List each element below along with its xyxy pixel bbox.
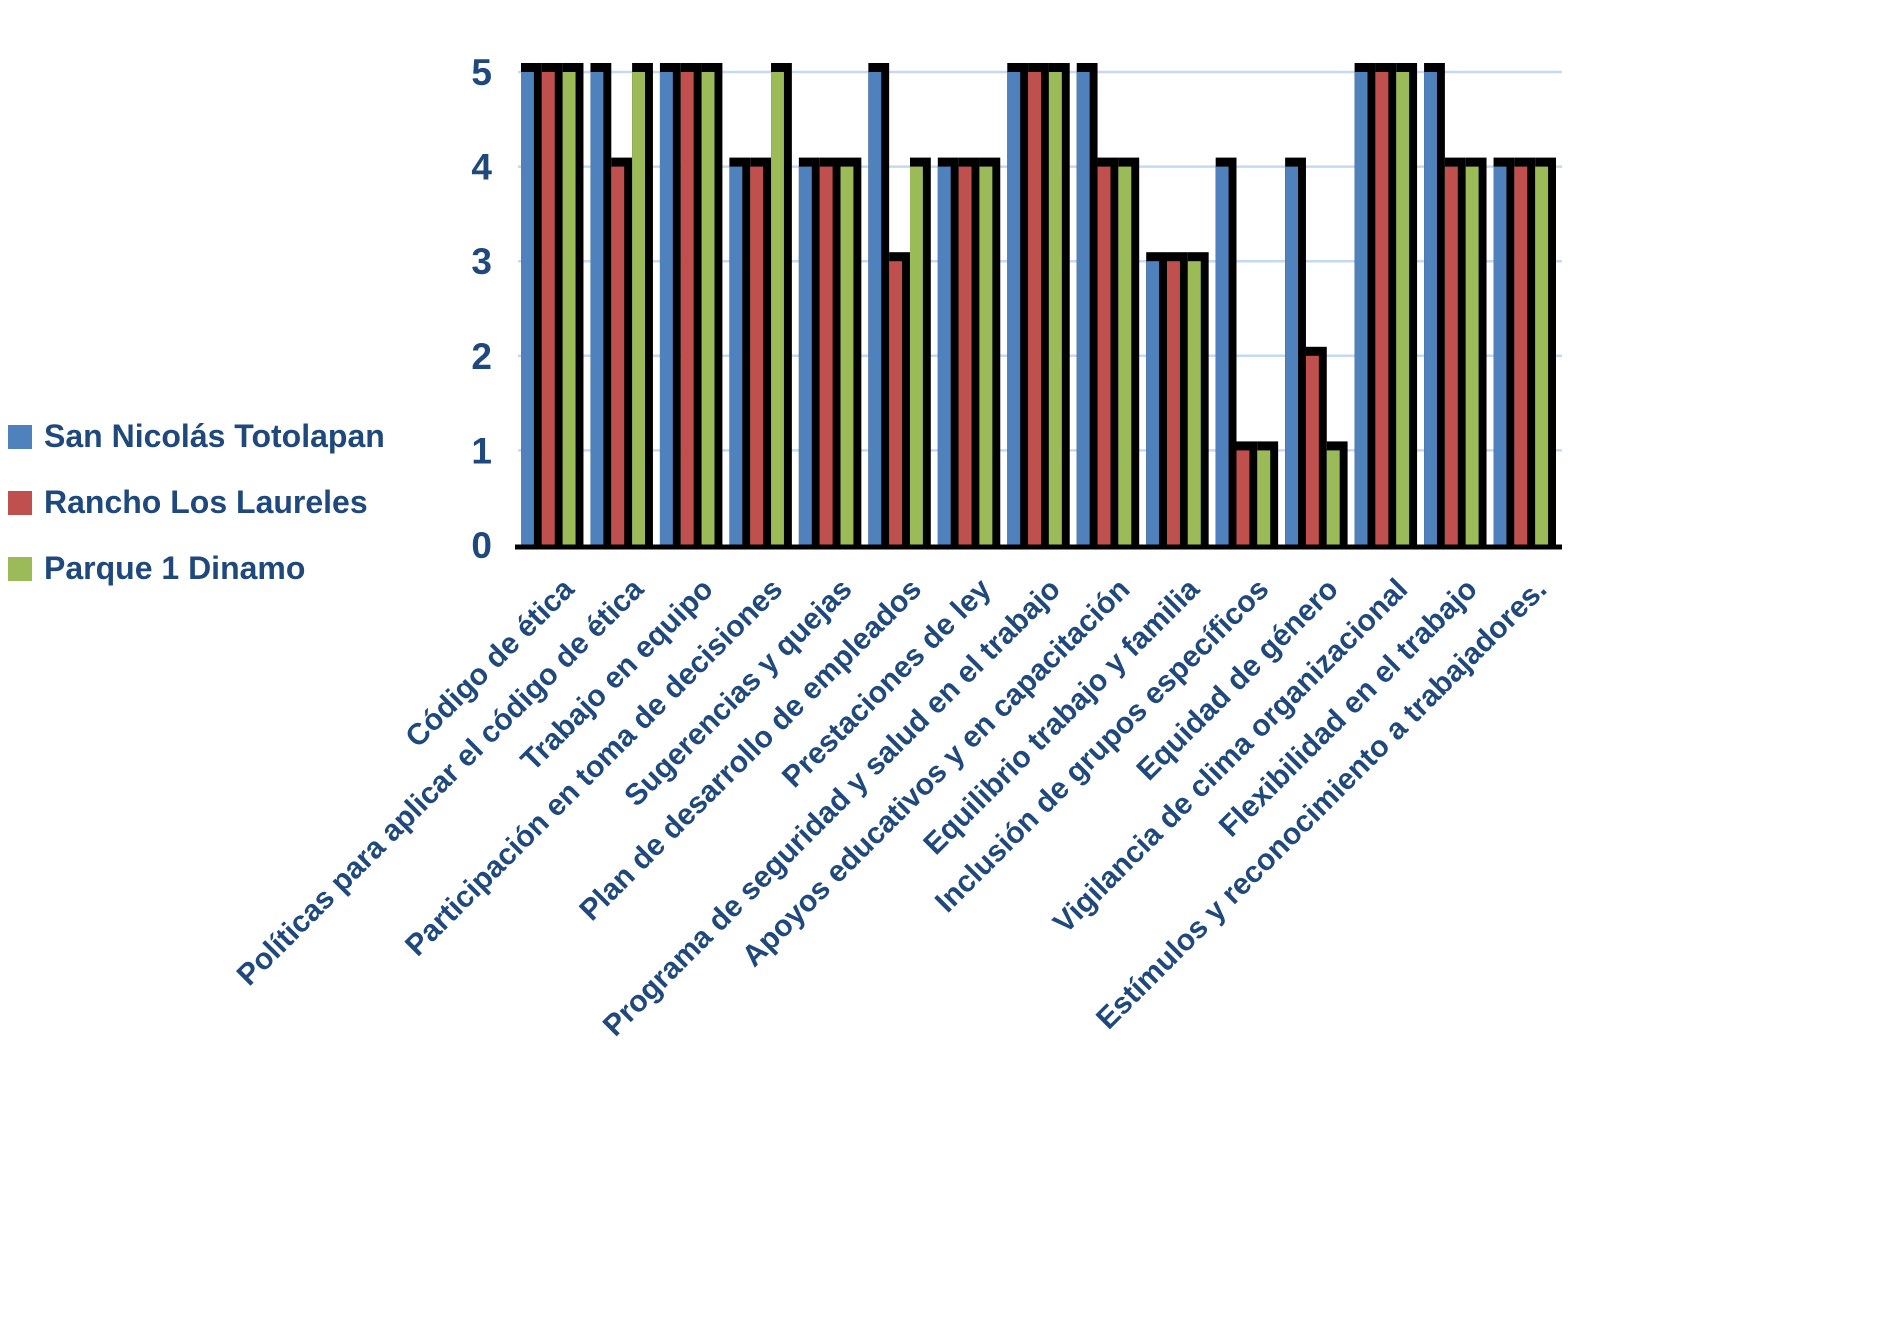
bar (840, 166, 854, 545)
y-tick-label: 0 (471, 525, 492, 566)
bar (1097, 166, 1111, 545)
bar (1396, 72, 1410, 545)
bar (909, 166, 923, 545)
bar (1257, 450, 1271, 545)
bar (701, 72, 715, 545)
bar (611, 166, 625, 545)
bar (1424, 72, 1437, 545)
legend-swatch (8, 491, 32, 515)
bar (562, 72, 576, 545)
bar (798, 166, 812, 545)
bar (680, 72, 694, 545)
bar (659, 72, 673, 545)
bar (819, 166, 833, 545)
y-tick-label: 2 (471, 336, 492, 377)
bar (1118, 166, 1132, 545)
bar (1493, 166, 1507, 545)
bar (889, 261, 903, 545)
bar (1285, 166, 1299, 545)
bar (1375, 72, 1389, 545)
bar (979, 166, 993, 545)
bar (1535, 166, 1549, 545)
legend-label: Parque 1 Dinamo (44, 550, 305, 586)
bar (1167, 261, 1180, 545)
bar (1048, 72, 1062, 545)
bar (1215, 166, 1229, 545)
y-tick-label: 5 (471, 52, 492, 93)
y-tick-label: 4 (471, 147, 492, 188)
bar (958, 166, 972, 545)
bar (729, 166, 743, 545)
bar (1444, 166, 1458, 545)
bar (632, 72, 646, 545)
legend-swatch (8, 557, 32, 581)
bar (771, 72, 784, 545)
bar (1326, 450, 1340, 545)
bar (1028, 72, 1041, 545)
bar (1007, 72, 1021, 545)
bar (1514, 166, 1528, 545)
bar (1465, 166, 1479, 545)
bar (937, 166, 951, 545)
y-tick-label: 1 (471, 430, 492, 471)
bar (1236, 450, 1250, 545)
legend-swatch (8, 425, 32, 449)
y-tick-label: 3 (471, 241, 492, 282)
bar (750, 166, 764, 545)
bar (521, 72, 534, 545)
bar (1076, 72, 1090, 545)
bar (541, 72, 555, 545)
bar (1305, 355, 1319, 545)
bar (868, 72, 882, 545)
legend-label: San Nicolás Totolapan (44, 418, 385, 454)
bar (1354, 72, 1368, 545)
legend-label: Rancho Los Laureles (44, 484, 368, 520)
bar (590, 72, 604, 545)
bar (1187, 261, 1201, 545)
bar (1146, 261, 1160, 545)
